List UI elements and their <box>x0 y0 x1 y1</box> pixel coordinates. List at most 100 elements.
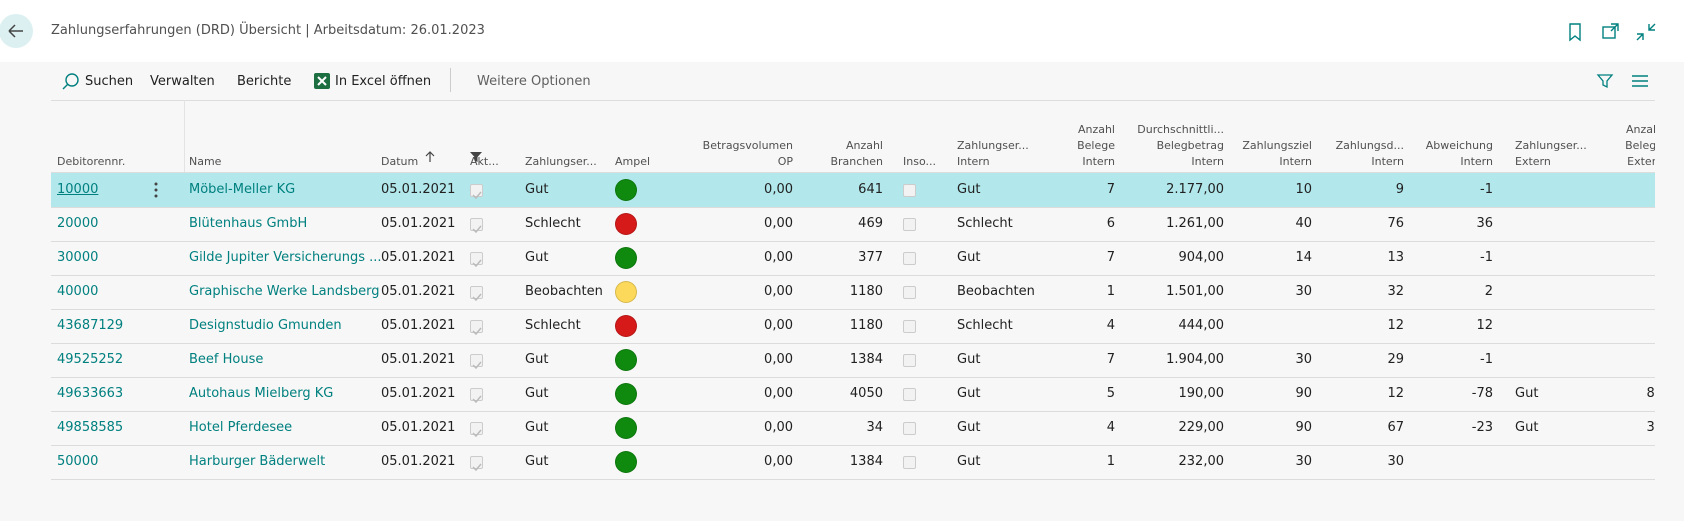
cell: 190,00 <box>1178 386 1225 401</box>
excel-icon <box>314 73 330 89</box>
column-header[interactable]: Debitorennr. <box>57 154 125 170</box>
table-row[interactable]: 20000 Blütenhaus GmbH 05.01.2021 Schlecht 0,… <box>51 207 1655 242</box>
checkbox <box>470 218 483 234</box>
table-row[interactable]: 49858585 Hotel Pferdesee 05.01.2021 Gut 0,00… <box>51 411 1655 446</box>
cell: 1 <box>1106 454 1115 469</box>
action-bar: Suchen Verwalten Berichte In Excel öffne… <box>51 62 1655 101</box>
action-more[interactable]: Weitere Optionen <box>477 74 591 89</box>
column-header[interactable]: Inso... <box>903 154 936 170</box>
header-text: Intern <box>1371 155 1404 168</box>
column-header[interactable]: Durchschnittli... Belegbetrag Intern <box>1137 122 1224 170</box>
checkbox <box>903 422 916 435</box>
checkbox <box>903 184 916 197</box>
column-header[interactable]: Zahlungsziel Intern <box>1242 138 1312 170</box>
toolbar-icons[interactable] <box>1596 72 1652 90</box>
cell: -1 <box>1480 182 1493 197</box>
header-text: Intern <box>1082 155 1115 168</box>
cell: Gut <box>525 182 549 197</box>
table-row[interactable]: 49525252 Beef House 05.01.2021 Gut 0,00 1384 G… <box>51 343 1655 378</box>
cell: 05.01.2021 <box>381 284 456 299</box>
checkbox <box>903 252 916 265</box>
action-excel[interactable]: In Excel öffnen <box>335 74 432 89</box>
customer-number[interactable]: 20000 <box>57 216 99 231</box>
customer-name[interactable]: Blütenhaus GmbH <box>189 216 308 231</box>
cell: 1180 <box>849 284 883 299</box>
customer-name[interactable]: Gilde Jupiter Versicherungs ... <box>189 250 382 265</box>
column-header[interactable]: Zahlungser... <box>525 154 597 170</box>
column-header[interactable]: Ampel <box>615 154 650 170</box>
header-text: Zahlungsziel <box>1242 139 1312 152</box>
customer-number[interactable]: 30000 <box>57 250 99 265</box>
table-row[interactable]: 10000 Möbel-Meller KG 05.01.2021 Gut 0,00 641… <box>51 173 1655 208</box>
column-header[interactable]: Zahlungser... Intern <box>957 138 1029 170</box>
checkbox <box>470 388 483 404</box>
table-row[interactable]: 49633663 Autohaus Mielberg KG 05.01.2021 Gu… <box>51 377 1655 412</box>
cell: 5 <box>1106 386 1115 401</box>
cell: 90 <box>1295 386 1312 401</box>
checkbox <box>903 354 916 367</box>
column-header[interactable]: Name <box>189 154 221 170</box>
header-text: Intern <box>1460 155 1493 168</box>
customer-name[interactable]: Beef House <box>189 352 264 367</box>
customer-name[interactable]: Graphische Werke Landsberg <box>189 284 380 299</box>
customer-number[interactable]: 49633663 <box>57 386 124 401</box>
cell: 2 <box>1484 284 1493 299</box>
header-text: Debitorennr. <box>57 155 126 168</box>
cell: 30 <box>1387 454 1404 469</box>
action-reports[interactable]: Berichte <box>237 74 292 89</box>
back-button[interactable] <box>0 14 36 48</box>
cell: 90 <box>1295 420 1312 435</box>
cell: 904,00 <box>1178 250 1225 265</box>
customer-name[interactable]: Designstudio Gmunden <box>189 318 342 333</box>
header-text: Extern <box>1515 155 1551 168</box>
search-icon <box>62 73 79 90</box>
cell: 7 <box>1106 250 1115 265</box>
table-row[interactable]: 50000 Harburger Bäderwelt 05.01.2021 Gut 0,0… <box>51 445 1655 480</box>
action-manage[interactable]: Verwalten <box>150 74 215 89</box>
customer-number[interactable]: 43687129 <box>57 318 124 333</box>
cell: 30 <box>1295 454 1312 469</box>
cell: 30 <box>1295 284 1312 299</box>
header-text: Inso... <box>903 155 936 168</box>
header-text: Ampel <box>615 155 651 168</box>
customer-number[interactable]: 50000 <box>57 454 99 469</box>
column-header[interactable]: Zahlungser... Extern <box>1515 138 1587 170</box>
cell: 12 <box>1387 318 1404 333</box>
customer-name[interactable]: Harburger Bäderwelt <box>189 454 326 469</box>
customer-name[interactable]: Möbel-Meller KG <box>189 182 296 197</box>
customer-number[interactable]: 49525252 <box>57 352 124 367</box>
cell: 34 <box>866 420 883 435</box>
column-header[interactable]: Abweichung Intern <box>1426 138 1493 170</box>
cell: 641 <box>858 182 883 197</box>
column-header[interactable]: Zahlungsd... Intern <box>1336 138 1404 170</box>
cell: 76 <box>1387 216 1404 231</box>
customer-name[interactable]: Autohaus Mielberg KG <box>189 386 334 401</box>
action-search[interactable]: Suchen <box>85 74 134 89</box>
cell: 0,00 <box>764 318 793 333</box>
header-text: Name <box>189 155 222 168</box>
customer-number[interactable]: 49858585 <box>57 420 124 435</box>
header-text: Zahlungsd... <box>1335 139 1404 152</box>
cell: 1.904,00 <box>1166 352 1224 367</box>
table-row[interactable]: 40000 Graphische Werke Landsberg 05.01.202… <box>51 275 1655 310</box>
filter-icon <box>470 152 482 162</box>
column-header[interactable]: Betragsvolumen OP <box>703 138 793 170</box>
customer-name[interactable]: Hotel Pferdesee <box>189 420 293 435</box>
row-menu[interactable] <box>154 173 158 207</box>
customer-number[interactable]: 40000 <box>57 284 99 299</box>
header-text: OP <box>777 155 793 168</box>
column-header[interactable]: Anzahl Branchen <box>830 138 883 170</box>
check <box>472 361 482 370</box>
table-row[interactable]: 30000 Gilde Jupiter Versicherungs ... 05.0… <box>51 241 1655 276</box>
cell: 229,00 <box>1178 420 1225 435</box>
customer-number[interactable]: 10000 <box>57 182 99 197</box>
status-light <box>615 451 637 473</box>
column-header[interactable]: Anzahl Belege Extern <box>1625 122 1655 170</box>
header-text: Durchschnittli... <box>1137 123 1224 136</box>
table-row[interactable]: 43687129 Designstudio Gmunden 05.01.2021 Sc… <box>51 309 1655 344</box>
column-header[interactable]: Datum <box>381 154 418 170</box>
header-icons[interactable] <box>1565 22 1665 42</box>
column-header[interactable]: Anzahl Belege Intern <box>1077 122 1115 170</box>
header-divider <box>51 172 1655 173</box>
